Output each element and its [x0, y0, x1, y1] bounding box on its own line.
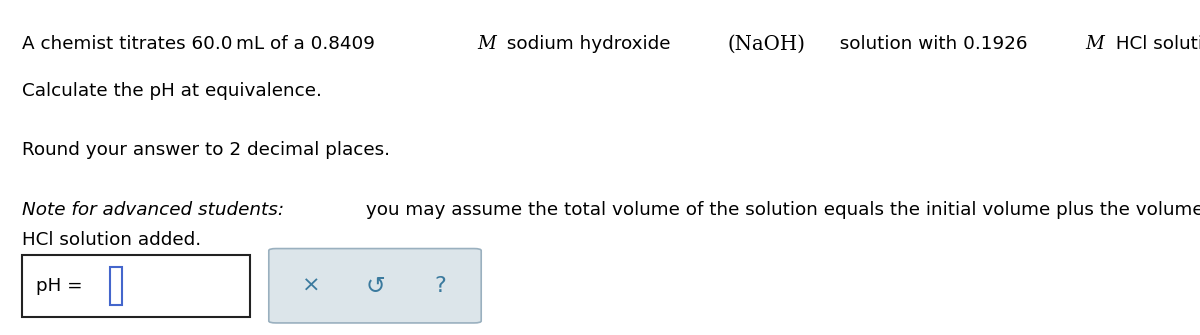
- Text: HCl solution added.: HCl solution added.: [22, 231, 200, 249]
- Text: solution with 0.1926: solution with 0.1926: [828, 35, 1027, 53]
- Text: A chemist titrates 60.0 mL of a 0.8409: A chemist titrates 60.0 mL of a 0.8409: [22, 35, 374, 53]
- FancyBboxPatch shape: [22, 255, 250, 317]
- Text: (NaOH): (NaOH): [727, 35, 805, 54]
- Text: Round your answer to 2 decimal places.: Round your answer to 2 decimal places.: [22, 141, 390, 159]
- Text: Calculate the pH at equivalence.: Calculate the pH at equivalence.: [22, 82, 322, 100]
- Text: pH =: pH =: [36, 277, 89, 294]
- Text: M: M: [476, 35, 496, 53]
- Text: HCl solution at 25 °C.: HCl solution at 25 °C.: [1110, 35, 1200, 53]
- Text: Note for advanced students:: Note for advanced students:: [22, 201, 283, 219]
- Text: you may assume the total volume of the solution equals the initial volume plus t: you may assume the total volume of the s…: [360, 201, 1200, 219]
- Text: ↺: ↺: [365, 274, 385, 298]
- Text: ×: ×: [302, 276, 320, 296]
- Text: ?: ?: [434, 276, 446, 296]
- FancyBboxPatch shape: [269, 249, 481, 323]
- Text: M: M: [1086, 35, 1104, 53]
- FancyBboxPatch shape: [110, 267, 122, 306]
- Text: sodium hydroxide: sodium hydroxide: [502, 35, 677, 53]
